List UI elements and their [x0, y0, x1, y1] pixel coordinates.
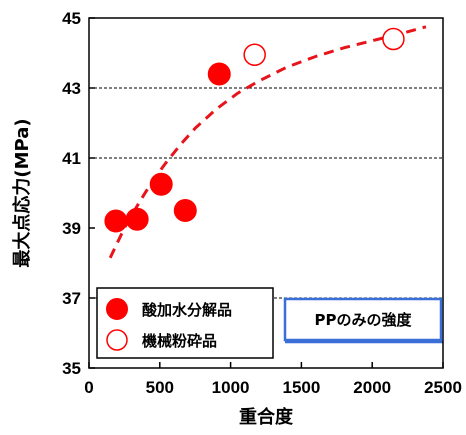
x-tick-label-2000: 2000	[353, 378, 391, 397]
data-points	[104, 27, 405, 233]
x-tick-label-2500: 2500	[424, 378, 462, 397]
acid-point-0	[104, 209, 128, 233]
acid-point-4	[207, 62, 231, 86]
pp-only-strength-box: PPのみの強度	[283, 297, 443, 342]
x-tick-label-1500: 1500	[282, 378, 320, 397]
acid-point-3	[173, 199, 197, 222]
x-axis-ticks: 0 500 1000 1500 2000 2500	[84, 362, 462, 397]
y-axis-title: 最大点応力(MPa)	[11, 118, 33, 267]
legend-marker-mechanical	[106, 329, 128, 351]
x-tick-label-500: 500	[146, 378, 174, 397]
mechanical-point-0	[243, 43, 266, 66]
grid-lines	[89, 87, 443, 299]
y-tick-label-45: 45	[62, 9, 81, 28]
legend-marker-acid	[106, 298, 128, 320]
mechanical-point-1	[382, 27, 405, 51]
y-axis-ticks: 35 37 39 41 43 45	[62, 9, 95, 378]
legend: 酸加水分解品 機械粉砕品	[96, 287, 274, 359]
pp-only-strength-frame	[283, 297, 443, 342]
x-tick-label-1000: 1000	[212, 378, 250, 397]
pp-only-strength-label: PPのみの強度	[315, 311, 413, 329]
legend-label-acid: 酸加水分解品	[142, 301, 232, 319]
y-tick-label-41: 41	[62, 149, 81, 168]
y-tick-label-37: 37	[62, 289, 81, 308]
trend-line	[108, 25, 427, 259]
plot-frame	[88, 17, 444, 369]
acid-point-1	[125, 207, 149, 231]
acid-point-2	[149, 172, 173, 196]
legend-label-mechanical: 機械粉砕品	[142, 332, 217, 350]
y-tick-label-43: 43	[62, 79, 81, 98]
legend-box	[96, 287, 274, 359]
trend-line-path	[108, 25, 427, 259]
x-axis-title: 重合度	[239, 406, 294, 428]
y-tick-label-39: 39	[62, 219, 81, 238]
x-tick-label-0: 0	[84, 378, 93, 397]
y-tick-label-35: 35	[62, 359, 81, 378]
